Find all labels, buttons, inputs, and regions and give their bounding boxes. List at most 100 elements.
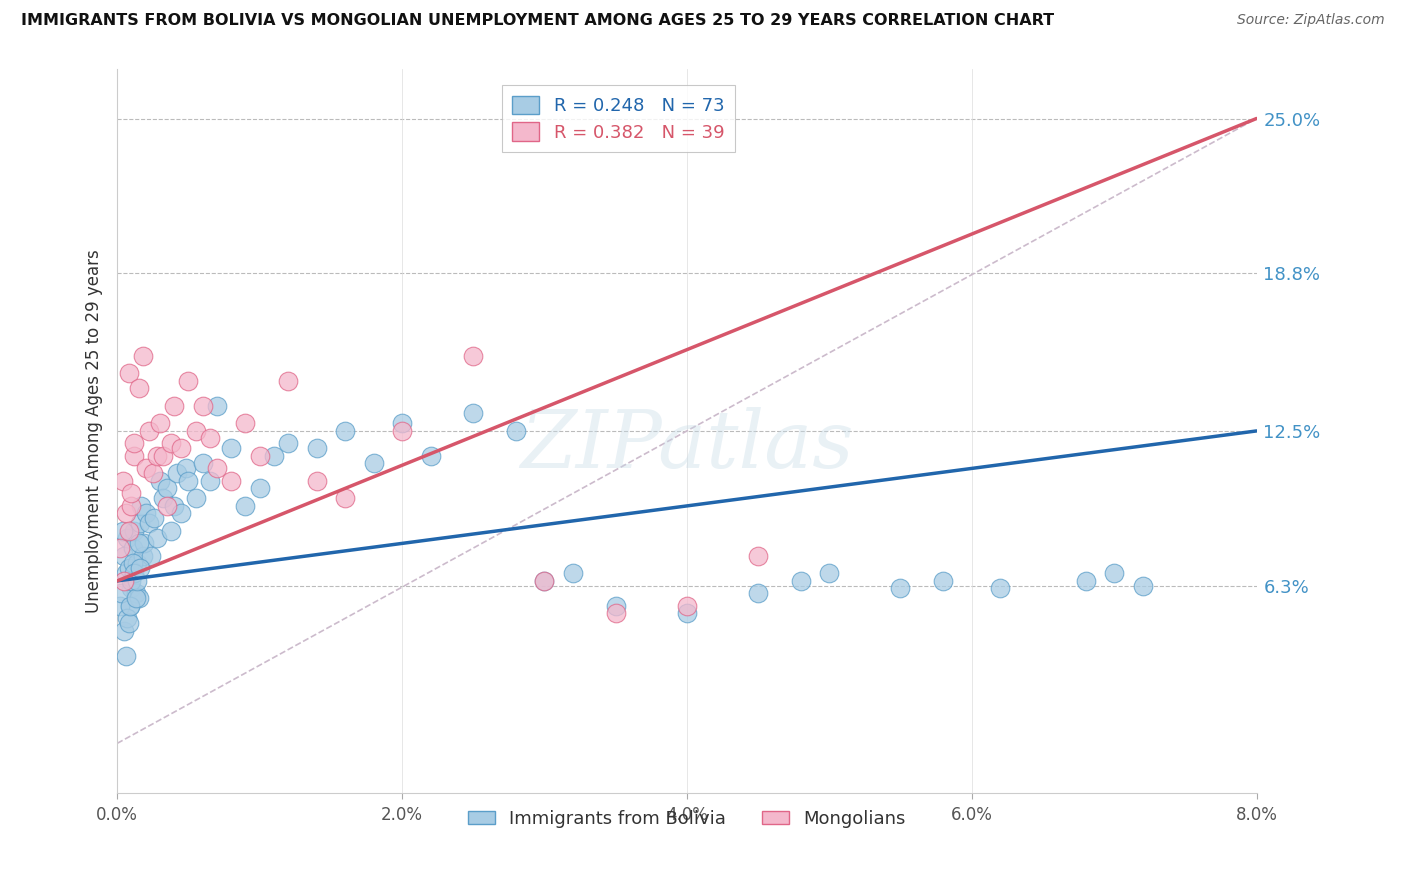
Point <box>135 461 157 475</box>
Point <box>152 449 174 463</box>
Point <box>263 449 285 463</box>
Point <box>163 399 186 413</box>
Point <box>121 557 143 571</box>
Point <box>108 541 131 556</box>
Point <box>114 566 136 581</box>
Point <box>605 599 627 613</box>
Point <box>463 406 485 420</box>
Point <box>117 524 139 538</box>
Y-axis label: Unemployment Among Ages 25 to 29 years: Unemployment Among Ages 25 to 29 years <box>86 249 103 613</box>
Text: IMMIGRANTS FROM BOLIVIA VS MONGOLIAN UNEMPLOYMENT AMONG AGES 25 TO 29 YEARS CORR: IMMIGRANTS FROM BOLIVIA VS MONGOLIAN UNE… <box>21 13 1054 29</box>
Point <box>790 574 813 588</box>
Point <box>184 491 207 506</box>
Point <box>605 607 627 621</box>
Point <box>333 424 356 438</box>
Point <box>128 591 150 606</box>
Point <box>128 381 150 395</box>
Point <box>747 586 769 600</box>
Point <box>114 648 136 663</box>
Point <box>333 491 356 506</box>
Point <box>112 624 135 638</box>
Point <box>277 374 299 388</box>
Point <box>219 442 242 456</box>
Point <box>205 399 228 413</box>
Point <box>124 436 146 450</box>
Point <box>115 611 138 625</box>
Point <box>676 599 699 613</box>
Point <box>1102 566 1125 581</box>
Point <box>132 549 155 563</box>
Point <box>117 616 139 631</box>
Point <box>463 349 485 363</box>
Point <box>117 367 139 381</box>
Point <box>128 536 150 550</box>
Point <box>124 566 146 581</box>
Point <box>112 549 135 563</box>
Point <box>277 436 299 450</box>
Point <box>120 582 142 596</box>
Point <box>110 586 132 600</box>
Point <box>1074 574 1097 588</box>
Point <box>127 574 149 588</box>
Point <box>131 499 153 513</box>
Point <box>129 561 152 575</box>
Point <box>142 467 165 481</box>
Point <box>249 449 271 463</box>
Point <box>676 607 699 621</box>
Point <box>391 424 413 438</box>
Point <box>125 591 148 606</box>
Point <box>132 349 155 363</box>
Point <box>120 499 142 513</box>
Point <box>205 461 228 475</box>
Point <box>363 457 385 471</box>
Point <box>152 491 174 506</box>
Point <box>419 449 441 463</box>
Point <box>305 474 328 488</box>
Point <box>191 399 214 413</box>
Point <box>118 599 141 613</box>
Point <box>146 449 169 463</box>
Point <box>143 511 166 525</box>
Point <box>138 424 160 438</box>
Point <box>391 417 413 431</box>
Point <box>149 474 172 488</box>
Point <box>120 574 142 588</box>
Point <box>174 461 197 475</box>
Point <box>235 499 257 513</box>
Point <box>533 574 555 588</box>
Point <box>305 442 328 456</box>
Point <box>134 536 156 550</box>
Point <box>170 442 193 456</box>
Point <box>111 474 134 488</box>
Point <box>141 549 163 563</box>
Point <box>146 532 169 546</box>
Point <box>129 516 152 531</box>
Point <box>505 424 527 438</box>
Point <box>198 432 221 446</box>
Point <box>138 516 160 531</box>
Point <box>127 557 149 571</box>
Point <box>747 549 769 563</box>
Point <box>160 436 183 450</box>
Text: ZIPatlas: ZIPatlas <box>520 407 853 484</box>
Point <box>124 524 146 538</box>
Point <box>149 417 172 431</box>
Point <box>156 482 179 496</box>
Point <box>177 374 200 388</box>
Point <box>135 507 157 521</box>
Point <box>889 582 911 596</box>
Point <box>121 541 143 556</box>
Point <box>1132 579 1154 593</box>
Point <box>177 474 200 488</box>
Point <box>170 507 193 521</box>
Point <box>117 561 139 575</box>
Point <box>932 574 955 588</box>
Point <box>160 524 183 538</box>
Point <box>112 574 135 588</box>
Point <box>219 474 242 488</box>
Point <box>120 486 142 500</box>
Point <box>561 566 583 581</box>
Text: Source: ZipAtlas.com: Source: ZipAtlas.com <box>1237 13 1385 28</box>
Point <box>124 449 146 463</box>
Point <box>163 499 186 513</box>
